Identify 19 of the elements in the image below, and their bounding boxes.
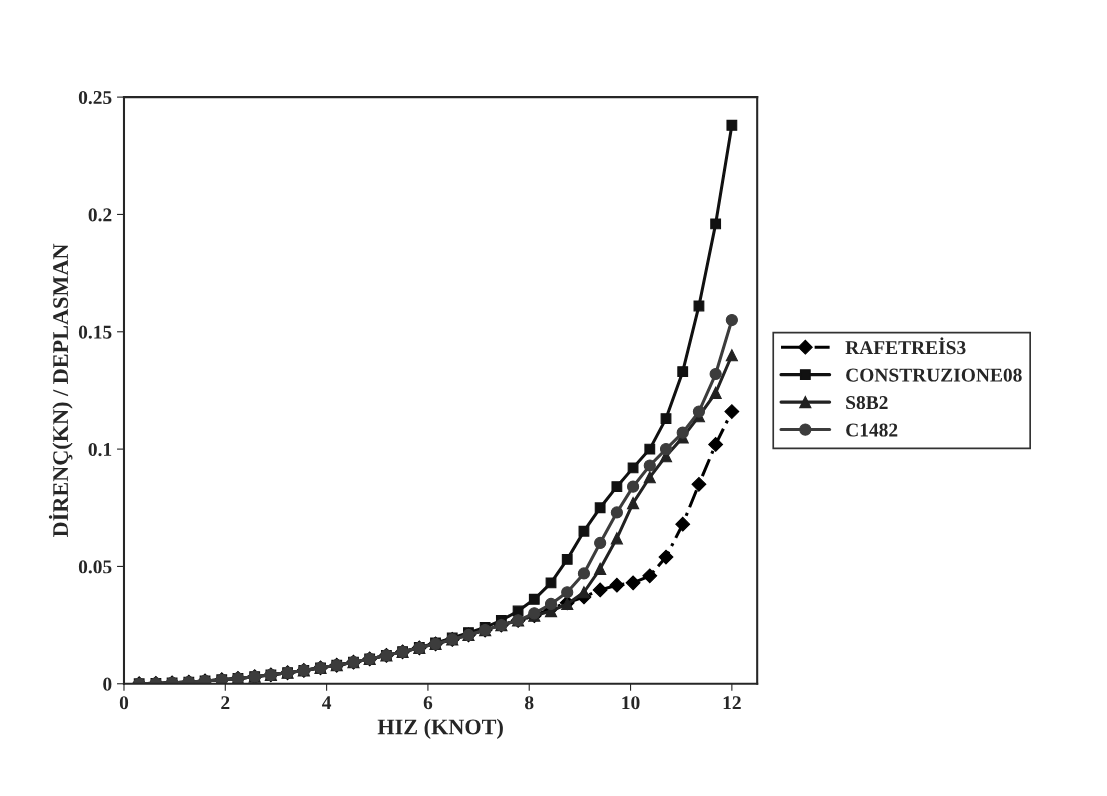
legend-label: C1482 <box>846 423 898 437</box>
y-axis-title: DİRENÇ(KN) / DEPLASMAN <box>48 243 73 537</box>
y-tick-label: 0.1 <box>88 442 112 457</box>
x-tick-label: 10 <box>622 696 640 710</box>
y-tick-label: 0 <box>103 677 112 691</box>
x-axis-title: HIZ (KNOT) <box>377 718 503 739</box>
y-tick-label: 0.05 <box>78 560 112 574</box>
x-tick-label: 6 <box>423 696 433 710</box>
x-tick-label: 4 <box>322 696 332 710</box>
legend-label: S8B2 <box>846 395 888 410</box>
y-tick-label: 0.25 <box>78 90 112 105</box>
x-tick-label: 8 <box>525 696 534 710</box>
y-tick-label: 0.2 <box>88 208 112 222</box>
x-tick-label: 12 <box>723 696 741 710</box>
x-tick-label: 0 <box>119 696 129 710</box>
y-tick-label: 0.15 <box>78 325 112 339</box>
x-tick-label: 2 <box>221 696 230 710</box>
legend-label: RAFETREİS3 <box>845 337 966 355</box>
legend-label: CONSTRUZIONE08 <box>846 368 1022 382</box>
